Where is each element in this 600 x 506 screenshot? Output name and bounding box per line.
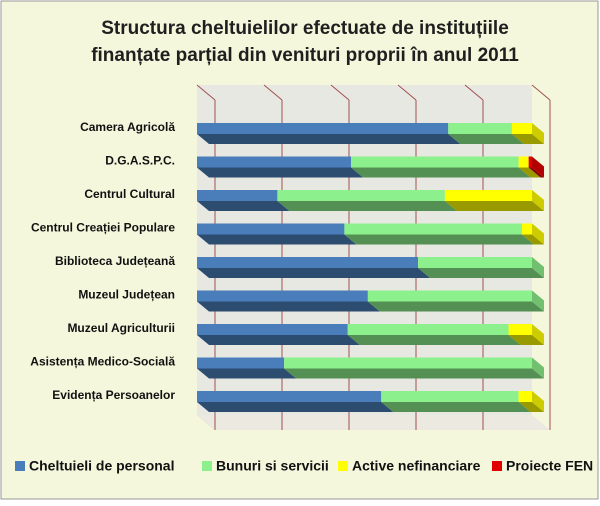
bar-face	[197, 234, 357, 245]
y-tick-label: D.G.A.S.P.C.	[105, 154, 175, 168]
bar-face	[277, 201, 457, 211]
bar-face	[197, 167, 364, 178]
bar-face	[367, 301, 544, 312]
legend-swatch	[492, 461, 502, 471]
y-tick-label: Evidența Persoanelor	[52, 388, 175, 402]
bar-segment	[197, 223, 345, 235]
bar-segment	[448, 123, 512, 134]
bar-segment	[197, 257, 419, 268]
bar-segment	[521, 223, 532, 235]
bar-face	[508, 335, 544, 345]
bar-face	[197, 134, 461, 144]
bar-segment	[197, 324, 348, 335]
bar-face	[511, 134, 544, 144]
floor	[197, 415, 550, 430]
y-tick-label: Centrul Creației Populare	[31, 221, 175, 235]
bar-face	[521, 234, 544, 245]
bar-face	[518, 402, 544, 412]
y-tick-label: Biblioteca Județeană	[55, 254, 175, 268]
bar-segment	[284, 357, 532, 369]
y-tick-label: Muzeul Județean	[78, 288, 175, 302]
grid-line	[397, 84, 417, 101]
bar-cap	[532, 156, 544, 178]
legend-label: Bunuri si servicii	[216, 458, 329, 474]
bar-segment	[347, 324, 509, 335]
bar-face	[284, 368, 544, 379]
bar-cap	[532, 391, 544, 412]
bar-face	[444, 201, 544, 211]
grid-line	[330, 84, 350, 101]
bar-cap	[532, 324, 544, 345]
bar-segment	[528, 156, 532, 168]
bar-segment	[197, 290, 368, 302]
y-tick-label: Muzeul Agriculturii	[67, 321, 175, 335]
bar-face	[518, 167, 541, 178]
bar-face	[347, 335, 521, 345]
bar-face	[197, 268, 431, 278]
chart-title: Structura cheltuielilor efectuate de ins…	[101, 18, 509, 39]
y-tick-label: Camera Agricolă	[80, 120, 175, 134]
bar-segment	[418, 257, 532, 268]
grid-line	[196, 84, 216, 101]
legend-swatch	[338, 461, 348, 471]
bar-segment	[344, 223, 522, 235]
bar-face	[197, 201, 290, 211]
bar-cap	[532, 257, 544, 278]
bar-segment	[351, 156, 519, 168]
bar-segment	[197, 357, 285, 369]
bar-cap	[532, 223, 544, 245]
bar-face	[381, 402, 531, 412]
bar-segment	[277, 190, 445, 201]
grid-line	[464, 84, 484, 101]
bar-segment	[197, 123, 449, 134]
bar-face	[418, 268, 544, 278]
bar-face	[197, 368, 297, 379]
bar-cap	[532, 123, 544, 144]
grid-line	[531, 84, 551, 101]
bar-cap	[532, 357, 544, 379]
bar-segment	[197, 156, 352, 168]
legend-swatch	[15, 461, 25, 471]
bar-segment	[367, 290, 532, 302]
y-tick-label: Asistența Medico-Socială	[30, 355, 175, 369]
bar-cap	[532, 290, 544, 312]
bar-segment	[518, 156, 529, 168]
legend-label: Active nefinanciare	[352, 458, 481, 474]
bar-face	[448, 134, 524, 144]
bar-segment	[197, 190, 278, 201]
bar-face	[528, 167, 544, 178]
bar-segment	[197, 391, 382, 402]
bar-face	[197, 335, 360, 345]
legend-swatch	[202, 461, 212, 471]
bar-face	[344, 234, 534, 245]
bar-face	[197, 402, 394, 412]
bar-segment	[444, 190, 532, 201]
y-tick-label: Centrul Cultural	[84, 187, 175, 201]
bar-segment	[518, 391, 532, 402]
grid-line	[263, 84, 283, 101]
chart-title: finanțate parțial din venituri proprii î…	[91, 45, 519, 66]
bar-cap	[532, 190, 544, 211]
bar-face	[197, 301, 380, 312]
bar-segment	[381, 391, 519, 402]
legend-label: Cheltuieli de personal	[29, 458, 174, 474]
bar-segment	[511, 123, 532, 134]
legend-label: Proiecte FEN	[506, 458, 593, 474]
bar-face	[351, 167, 531, 178]
bar-segment	[508, 324, 532, 335]
